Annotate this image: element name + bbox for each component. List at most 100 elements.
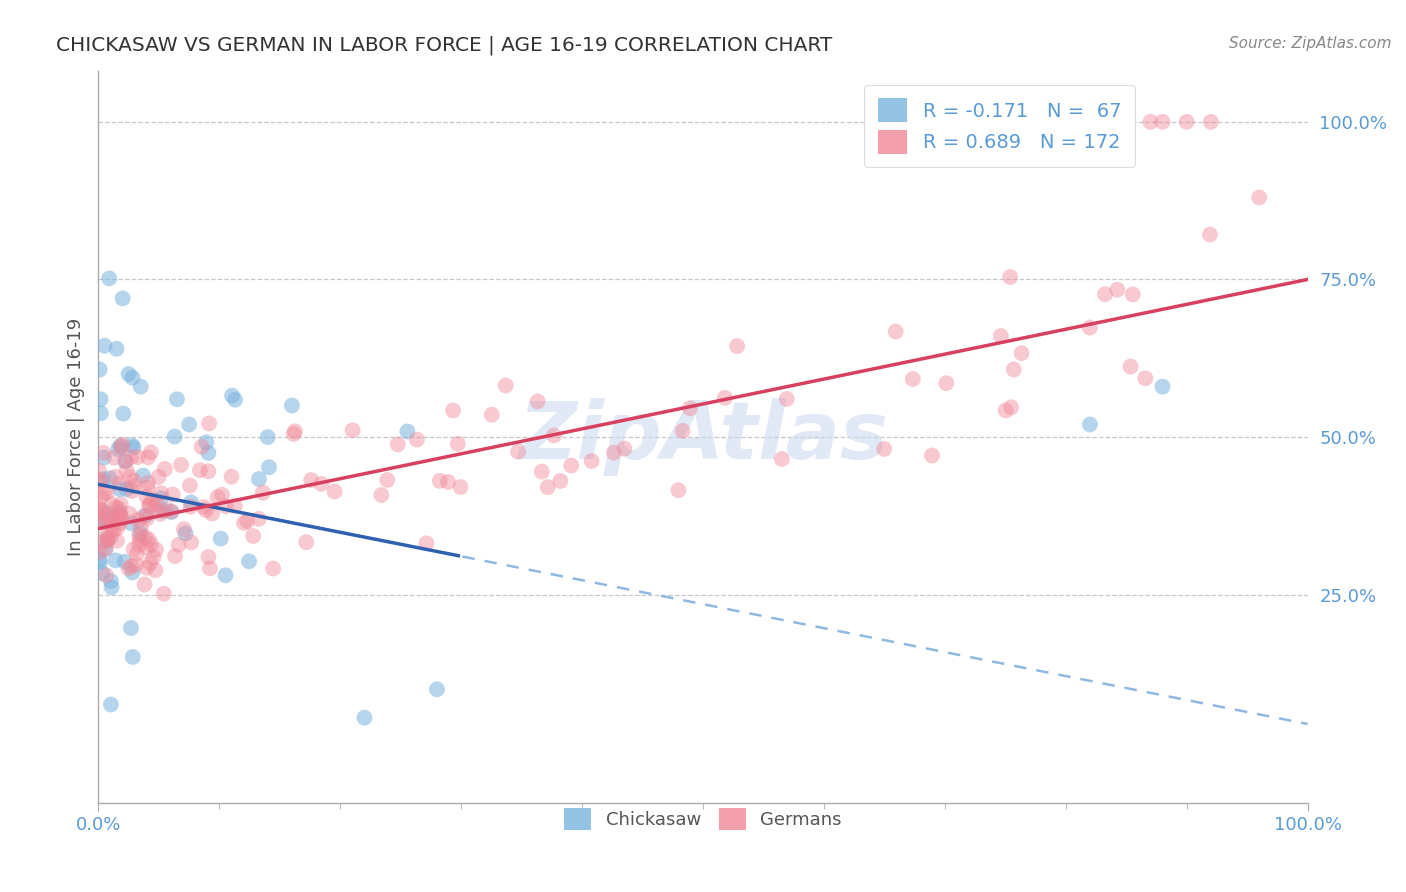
Point: [110, 498, 132, 512]
Point: [145, 502, 167, 516]
Point: [118, 561, 141, 575]
Point: [121, 649, 143, 664]
Point: [190, 440, 212, 454]
Point: [93, 534, 115, 549]
Point: [1152, 379, 1174, 393]
Point: [1000, 401, 1022, 415]
Point: [145, 542, 167, 557]
Point: [560, 458, 582, 473]
Point: [1078, 320, 1101, 334]
Point: [429, 474, 451, 488]
Point: [197, 446, 219, 460]
Point: [101, 497, 124, 511]
Point: [93, 446, 115, 460]
Point: [173, 522, 195, 536]
Point: [495, 378, 517, 392]
Point: [160, 504, 183, 518]
Point: [107, 521, 129, 535]
Point: [118, 367, 141, 381]
Legend: Chickasaw, Germans: Chickasaw, Germans: [557, 801, 849, 838]
Point: [93, 507, 115, 521]
Point: [110, 508, 132, 523]
Point: [180, 500, 202, 514]
Point: [118, 507, 141, 521]
Point: [94, 541, 117, 556]
Point: [1175, 115, 1198, 129]
Point: [679, 401, 702, 416]
Point: [179, 417, 201, 432]
Point: [437, 475, 460, 489]
Point: [91, 512, 114, 526]
Point: [714, 391, 737, 405]
Y-axis label: In Labor Force | Age 16-19: In Labor Force | Age 16-19: [66, 318, 84, 557]
Point: [91, 566, 114, 580]
Point: [150, 491, 173, 506]
Point: [441, 403, 464, 417]
Point: [125, 547, 148, 561]
Point: [89, 545, 111, 559]
Point: [725, 339, 748, 353]
Point: [198, 561, 221, 575]
Point: [672, 424, 695, 438]
Point: [121, 516, 143, 531]
Point: [353, 711, 375, 725]
Point: [193, 500, 215, 515]
Point: [1094, 287, 1116, 301]
Point: [94, 514, 117, 528]
Point: [110, 440, 132, 454]
Point: [214, 568, 236, 582]
Point: [247, 512, 270, 526]
Point: [114, 454, 136, 468]
Point: [105, 533, 128, 548]
Point: [160, 505, 183, 519]
Point: [96, 485, 118, 500]
Point: [1078, 417, 1101, 432]
Point: [96, 514, 118, 528]
Point: [311, 476, 333, 491]
Point: [770, 452, 793, 467]
Point: [776, 392, 799, 406]
Point: [135, 541, 157, 555]
Point: [1152, 115, 1174, 129]
Point: [120, 621, 142, 635]
Point: [1122, 287, 1144, 301]
Point: [121, 370, 143, 384]
Point: [1067, 115, 1090, 129]
Point: [180, 535, 202, 549]
Point: [179, 478, 201, 492]
Point: [537, 480, 560, 494]
Point: [921, 449, 943, 463]
Point: [188, 463, 211, 477]
Point: [370, 488, 392, 502]
Point: [142, 550, 165, 565]
Point: [135, 508, 157, 522]
Point: [111, 512, 134, 526]
Point: [201, 507, 224, 521]
Point: [252, 485, 274, 500]
Point: [112, 407, 135, 421]
Point: [136, 475, 159, 490]
Point: [998, 270, 1021, 285]
Point: [426, 682, 449, 697]
Point: [1011, 346, 1033, 360]
Point: [89, 503, 111, 517]
Point: [96, 533, 118, 548]
Point: [121, 438, 143, 452]
Point: [120, 450, 142, 464]
Point: [215, 500, 238, 514]
Point: [152, 587, 174, 601]
Point: [195, 435, 218, 450]
Point: [135, 561, 157, 575]
Point: [134, 577, 156, 591]
Point: [149, 507, 172, 521]
Point: [613, 442, 636, 456]
Point: [581, 454, 603, 468]
Point: [120, 559, 142, 574]
Point: [387, 437, 409, 451]
Point: [98, 471, 121, 485]
Point: [111, 438, 134, 452]
Point: [197, 464, 219, 478]
Point: [121, 483, 143, 498]
Point: [104, 500, 127, 515]
Point: [94, 542, 117, 557]
